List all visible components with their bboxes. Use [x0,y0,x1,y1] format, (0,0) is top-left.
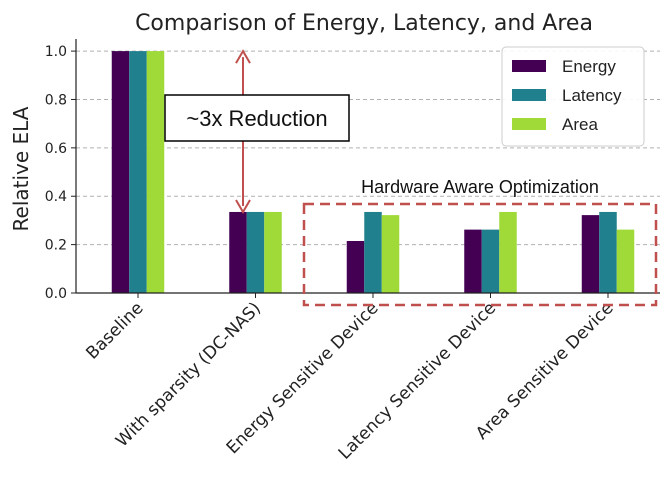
y-tick-label: 0.8 [45,92,67,108]
y-tick-label: 1.0 [45,44,67,60]
bar-area-1 [264,211,282,293]
legend-label-energy: Energy [562,57,616,76]
legend-swatch-area [512,118,546,130]
bar-latency-2 [364,211,382,293]
bar-latency-4 [599,211,617,293]
bar-energy-3 [464,229,482,293]
reduction-arrow-head-down [235,199,251,214]
bar-energy-0 [111,51,130,293]
legend-label-area: Area [562,115,598,134]
bar-area-4 [616,229,635,293]
y-tick-label: 0.4 [45,189,67,205]
y-axis-label: Relative ELA [9,106,33,231]
y-tick-label: 0.0 [45,286,67,302]
reduction-arrow-head-up [235,49,251,64]
y-tick-label: 0.6 [45,141,67,157]
group-label: Hardware Aware Optimization [361,177,599,197]
legend-swatch-energy [512,60,546,72]
bar-energy-2 [346,240,365,293]
annotation-layer: ~3x Reduction Hardware Aware Optimization [164,49,658,307]
bar-energy-1 [229,211,247,293]
legend-label-latency: Latency [562,86,622,105]
x-tick-label: Area Sensitive Device [472,298,617,443]
bar-latency-1 [246,211,265,293]
y-tick-label: 0.2 [45,238,67,254]
chart-title: Comparison of Energy, Latency, and Area [135,11,593,36]
bar-latency-0 [129,51,147,293]
legend-swatch-latency [512,89,546,101]
x-tick-label: Baseline [82,298,147,363]
reduction-label-box [164,94,350,142]
bar-area-2 [381,215,400,293]
bar-energy-4 [581,215,600,293]
legend: Energy Latency Area [501,46,645,147]
group-dashed-box [302,202,658,307]
bar-area-0 [146,51,165,293]
bar-area-3 [499,211,517,293]
bars-layer [111,51,635,293]
bar-latency-3 [481,229,500,293]
reduction-label: ~3x Reduction [186,106,327,131]
